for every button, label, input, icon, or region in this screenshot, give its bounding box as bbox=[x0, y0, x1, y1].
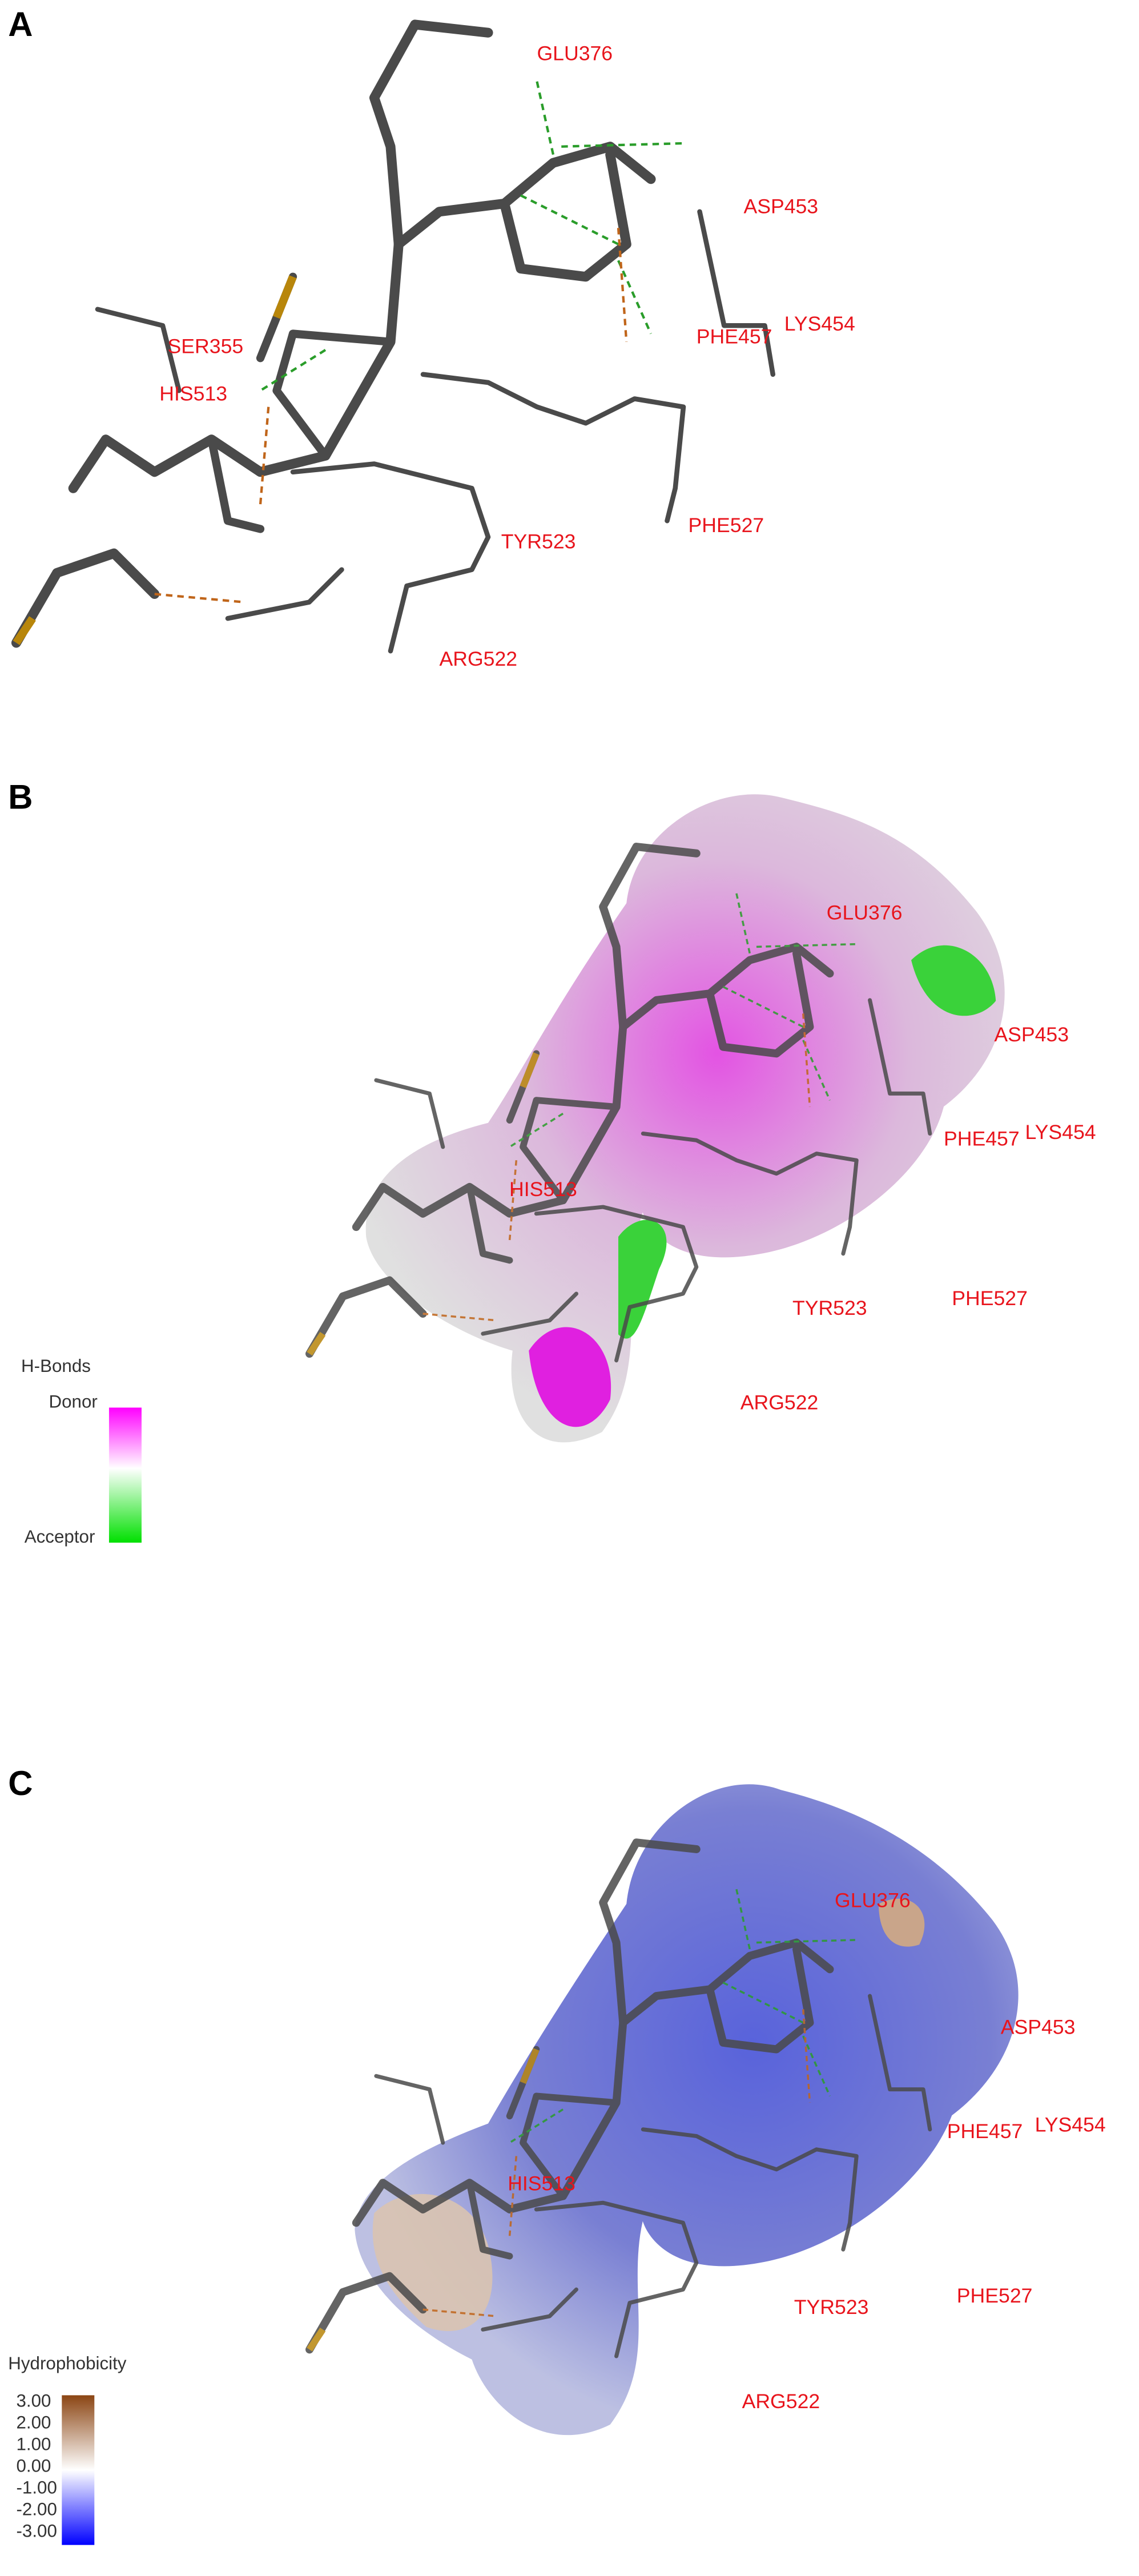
legend-title: Hydrophobicity bbox=[8, 2353, 127, 2373]
residue-label: TYR523 bbox=[792, 1297, 867, 1319]
residue-label: GLU376 bbox=[835, 1889, 911, 1911]
molecule-render bbox=[17, 25, 773, 651]
color-bar bbox=[62, 2395, 95, 2545]
panel-label: A bbox=[8, 5, 33, 43]
surface bbox=[309, 1784, 1019, 2436]
residue-label: LYS454 bbox=[784, 312, 855, 335]
legend-tick-label: -1.00 bbox=[17, 2477, 57, 2497]
legend-tick-label: 1.00 bbox=[17, 2434, 51, 2454]
residue-label: ARG522 bbox=[440, 647, 518, 670]
color-bar bbox=[108, 1407, 142, 1543]
residue-label: TYR523 bbox=[794, 2296, 869, 2319]
legend-tick-label: 2.00 bbox=[17, 2412, 51, 2432]
residue-label: ASP453 bbox=[743, 195, 818, 218]
residue-label: PHE457 bbox=[697, 325, 772, 348]
residue-label: ARG522 bbox=[740, 1391, 819, 1414]
residue-label: HIS513 bbox=[508, 2172, 575, 2195]
panel-label: C bbox=[8, 1764, 33, 1802]
residue-label: PHE527 bbox=[689, 514, 764, 537]
residue-label: PHE527 bbox=[957, 2284, 1033, 2307]
residue-label: PHE527 bbox=[952, 1287, 1028, 1310]
residue-label: PHE457 bbox=[947, 2120, 1023, 2143]
surface bbox=[309, 794, 1005, 1443]
residue-label: HIS513 bbox=[509, 1178, 577, 1201]
residue-label: LYS454 bbox=[1025, 1121, 1096, 1144]
residue-label: ARG522 bbox=[742, 2390, 820, 2413]
legend-tick-label: -2.00 bbox=[17, 2499, 57, 2519]
residue-label: HIS513 bbox=[159, 382, 227, 405]
legend-label: Donor bbox=[49, 1391, 98, 1411]
residue-label: SER355 bbox=[168, 335, 244, 358]
legend-title: H-Bonds bbox=[21, 1356, 91, 1376]
residue-label: ASP453 bbox=[994, 1023, 1069, 1046]
residue-label: GLU376 bbox=[537, 42, 613, 65]
residue-label: GLU376 bbox=[827, 901, 903, 924]
panel-label: B bbox=[8, 778, 33, 816]
legend-tick-label: 3.00 bbox=[17, 2390, 51, 2410]
legend-tick-label: 0.00 bbox=[17, 2456, 51, 2476]
residue-label: PHE457 bbox=[944, 1128, 1020, 1150]
legend-label: Acceptor bbox=[25, 1527, 95, 1547]
residue-label: ASP453 bbox=[1001, 2016, 1076, 2039]
legend-tick-label: -3.00 bbox=[17, 2521, 57, 2541]
residue-label: TYR523 bbox=[501, 530, 576, 553]
residue-label: LYS454 bbox=[1035, 2114, 1106, 2136]
